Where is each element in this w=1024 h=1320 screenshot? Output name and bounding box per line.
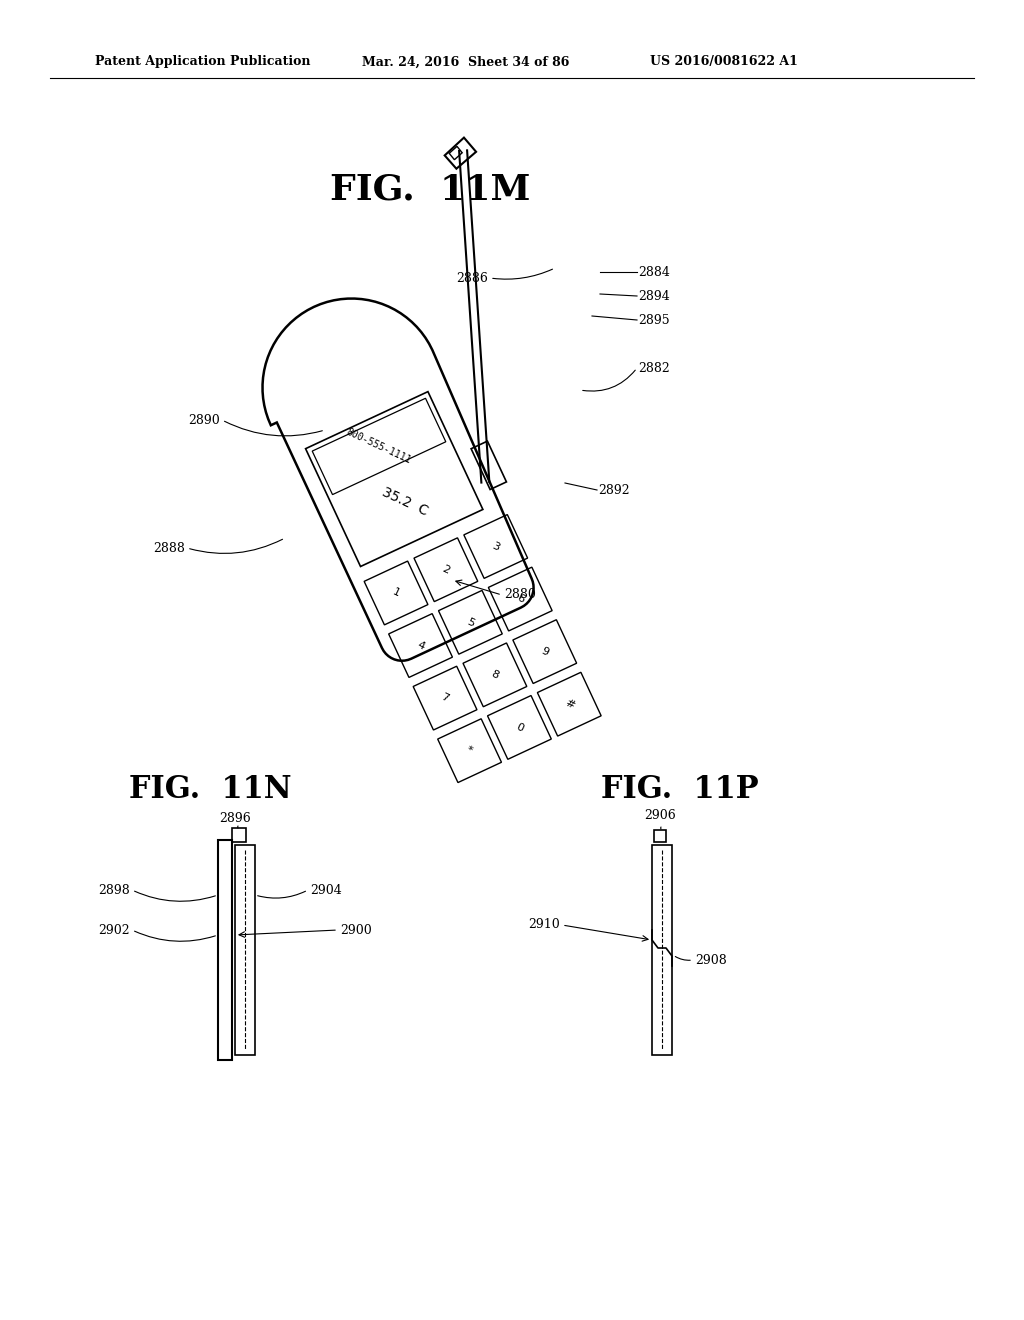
Text: 6: 6 (515, 593, 525, 605)
Bar (654, 830, 666, 842)
Text: FIG.  11N: FIG. 11N (129, 775, 291, 805)
Text: 2: 2 (440, 564, 452, 576)
Text: 2884: 2884 (638, 265, 670, 279)
Text: Patent Application Publication: Patent Application Publication (95, 55, 310, 69)
Text: FIG.  11M: FIG. 11M (330, 173, 530, 207)
Text: US 2016/0081622 A1: US 2016/0081622 A1 (650, 55, 798, 69)
Text: 2886: 2886 (456, 272, 488, 285)
Text: 35.2  C: 35.2 C (380, 484, 430, 519)
Text: 2890: 2890 (188, 413, 220, 426)
Text: #: # (563, 698, 575, 710)
Text: 2904: 2904 (310, 883, 342, 896)
Bar (218, 840, 232, 1060)
Text: 9: 9 (540, 645, 550, 657)
Text: 1: 1 (391, 587, 401, 599)
Text: 2882: 2882 (638, 362, 670, 375)
Text: 2892: 2892 (598, 483, 630, 496)
Bar (652, 845, 672, 1055)
Bar (234, 845, 255, 1055)
Text: Mar. 24, 2016  Sheet 34 of 86: Mar. 24, 2016 Sheet 34 of 86 (362, 55, 569, 69)
Text: 2888: 2888 (154, 541, 185, 554)
Text: 2906: 2906 (644, 809, 676, 822)
Text: FIG.  11P: FIG. 11P (601, 775, 759, 805)
Text: 2895: 2895 (638, 314, 670, 326)
Text: 3: 3 (490, 540, 501, 553)
Text: 0: 0 (514, 722, 524, 734)
Text: 7: 7 (439, 692, 451, 704)
Text: 2898: 2898 (98, 883, 130, 896)
Text: *: * (465, 744, 474, 756)
Text: 2900: 2900 (340, 924, 372, 936)
Text: 4: 4 (415, 639, 426, 652)
Text: 2896: 2896 (219, 812, 251, 825)
Text: 2880: 2880 (504, 589, 536, 602)
Text: 2908: 2908 (695, 953, 727, 966)
Text: 2894: 2894 (638, 289, 670, 302)
Bar (232, 828, 246, 842)
Text: 5: 5 (465, 616, 476, 628)
Text: 2902: 2902 (98, 924, 130, 936)
Text: 2910: 2910 (528, 919, 560, 932)
Text: 800-555-1111: 800-555-1111 (345, 426, 413, 466)
Text: 8: 8 (489, 669, 501, 681)
